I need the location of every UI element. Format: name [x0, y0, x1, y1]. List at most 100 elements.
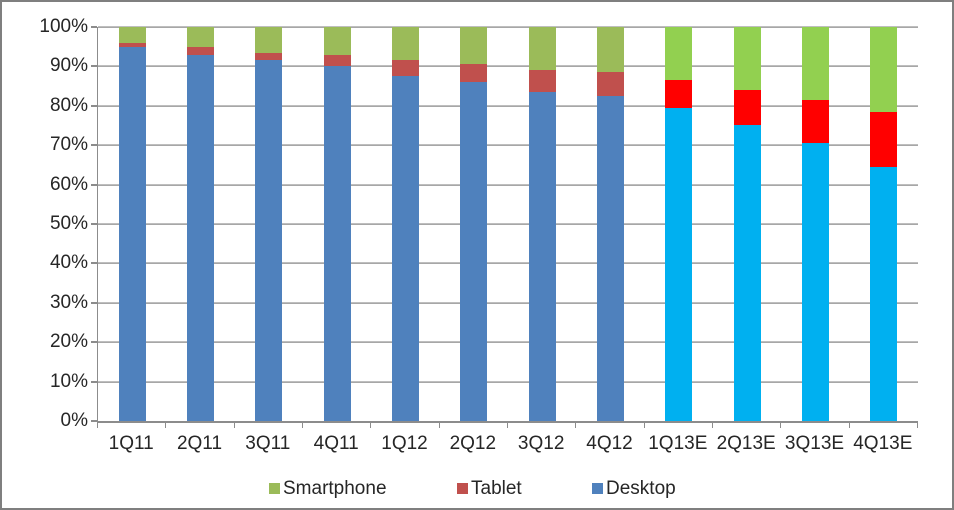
bar-slot: [98, 27, 166, 421]
y-axis-tick-label: 60%: [49, 173, 88, 195]
bar-segment-tablet: [528, 70, 556, 92]
x-axis-tick: [233, 423, 235, 428]
bar-segment-smartphone: [118, 27, 146, 43]
bar-segment-smartphone: [186, 27, 214, 47]
y-axis-tick-label: 10%: [49, 370, 88, 392]
y-axis-tick: [91, 262, 97, 265]
bar-slot: [166, 27, 234, 421]
bar-segment-smartphone: [323, 27, 351, 55]
bar-segment-tablet: [596, 72, 624, 96]
bar-segment-desktop: [118, 46, 146, 421]
legend-label: Desktop: [606, 478, 676, 499]
legend-item-smartphone: Smartphone: [269, 478, 387, 500]
legend-swatch-icon: [269, 483, 280, 494]
legend: Smartphone Tablet Desktop: [2, 478, 952, 504]
bar-segment-tablet: [733, 90, 761, 126]
bar-slot: [508, 27, 576, 421]
y-axis-tick: [91, 183, 97, 186]
legend-item-desktop: Desktop: [592, 478, 676, 500]
gridline: [98, 262, 918, 265]
x-axis-category-label: 1Q13E: [648, 433, 708, 454]
x-axis-tick: [780, 423, 782, 428]
bar-segment-tablet: [801, 99, 829, 144]
legend-label: Tablet: [471, 478, 522, 499]
bar-slot: [850, 27, 918, 421]
bar-segment-desktop: [323, 66, 351, 421]
bar-segment-desktop: [528, 91, 556, 421]
bar-segment-desktop: [870, 166, 898, 421]
x-axis-tick: [438, 423, 440, 428]
y-axis-tick: [91, 301, 97, 304]
bar-2q11: [186, 27, 214, 421]
bar-3q12: [528, 27, 556, 421]
bar-slot: [235, 27, 303, 421]
x-axis-category-label: 1Q12: [381, 433, 428, 454]
x-axis-category-label: 3Q11: [245, 433, 291, 454]
gridline: [98, 104, 918, 107]
x-axis-tick: [575, 423, 577, 428]
bar-segment-tablet: [118, 42, 146, 47]
bar-segment-tablet: [186, 46, 214, 55]
bar-segment-desktop: [665, 107, 693, 421]
bar-slot: [645, 27, 713, 421]
x-axis-category-label: 4Q11: [313, 433, 359, 454]
legend-swatch-icon: [457, 483, 468, 494]
bar-segment-tablet: [323, 54, 351, 67]
y-axis-tick: [91, 65, 97, 68]
y-axis-tick-label: 30%: [49, 291, 88, 313]
bar-segment-desktop: [460, 82, 488, 421]
x-axis-tick: [712, 423, 713, 428]
bar-3q13e: [801, 27, 829, 421]
y-axis-tick: [91, 341, 97, 344]
bar-segment-smartphone: [255, 27, 283, 53]
x-axis-category-label: 2Q11: [176, 433, 223, 454]
bar-segment-tablet: [255, 52, 283, 61]
y-axis-tick-label: 90%: [49, 55, 88, 77]
y-axis-tick: [91, 223, 97, 225]
gridline: [98, 183, 918, 186]
gridline: [98, 144, 918, 147]
x-axis-tick: [507, 423, 508, 428]
gridline: [98, 341, 918, 344]
bar-slot: [781, 27, 849, 421]
gridline: [98, 223, 918, 225]
bar-segment-desktop: [186, 54, 214, 421]
y-axis-tick-label: 20%: [49, 331, 88, 353]
bar-4q11: [323, 27, 351, 421]
gridline: [98, 301, 918, 304]
bar-segment-smartphone: [801, 27, 829, 100]
bar-segment-tablet: [460, 64, 488, 83]
bar-4q12: [596, 27, 624, 421]
x-axis-category-label: 3Q13E: [784, 433, 845, 454]
gridline: [98, 380, 918, 383]
bar-slot: [303, 27, 371, 421]
x-axis-category-label: 4Q13E: [853, 433, 913, 454]
bar-segment-desktop: [596, 95, 624, 421]
bar-segment-smartphone: [528, 27, 556, 71]
bar-segment-desktop: [255, 60, 283, 421]
bar-segment-smartphone: [460, 27, 488, 65]
plot-area: [97, 26, 918, 423]
x-axis-tick: [643, 423, 645, 428]
x-axis-category-label: 2Q13E: [716, 433, 776, 454]
bar-segment-smartphone: [665, 27, 693, 81]
bar-1q12: [391, 27, 419, 421]
y-axis-tick-label: 100%: [39, 16, 88, 37]
bar-segment-desktop: [391, 76, 419, 421]
x-axis-category-label: 2Q12: [449, 433, 497, 454]
y-axis-tick-label: 0%: [60, 410, 88, 431]
bar-segment-tablet: [391, 60, 419, 77]
y-axis-tick-label: 80%: [49, 94, 88, 116]
bar-segment-desktop: [733, 125, 761, 421]
x-axis-tick: [848, 423, 850, 428]
gridline: [98, 65, 918, 68]
x-axis-tick: [97, 423, 98, 428]
bar-segment-smartphone: [391, 27, 419, 61]
bar-segment-tablet: [870, 111, 898, 167]
y-axis-tick-label: 50%: [49, 213, 88, 234]
x-axis-category-label: 1Q11: [108, 433, 154, 454]
y-axis-tick: [91, 144, 97, 147]
y-axis-tick: [91, 26, 97, 28]
bar-segment-desktop: [801, 143, 829, 421]
